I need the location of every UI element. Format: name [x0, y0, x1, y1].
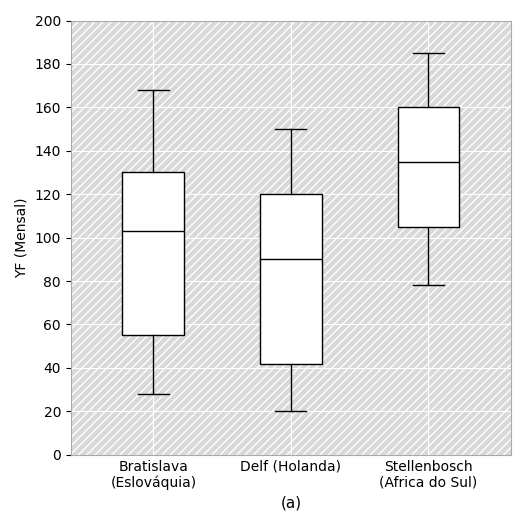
X-axis label: (a): (a)	[280, 496, 301, 511]
Y-axis label: YF (Mensal): YF (Mensal)	[15, 197, 29, 278]
PathPatch shape	[123, 173, 184, 336]
PathPatch shape	[398, 107, 459, 227]
PathPatch shape	[260, 194, 322, 363]
